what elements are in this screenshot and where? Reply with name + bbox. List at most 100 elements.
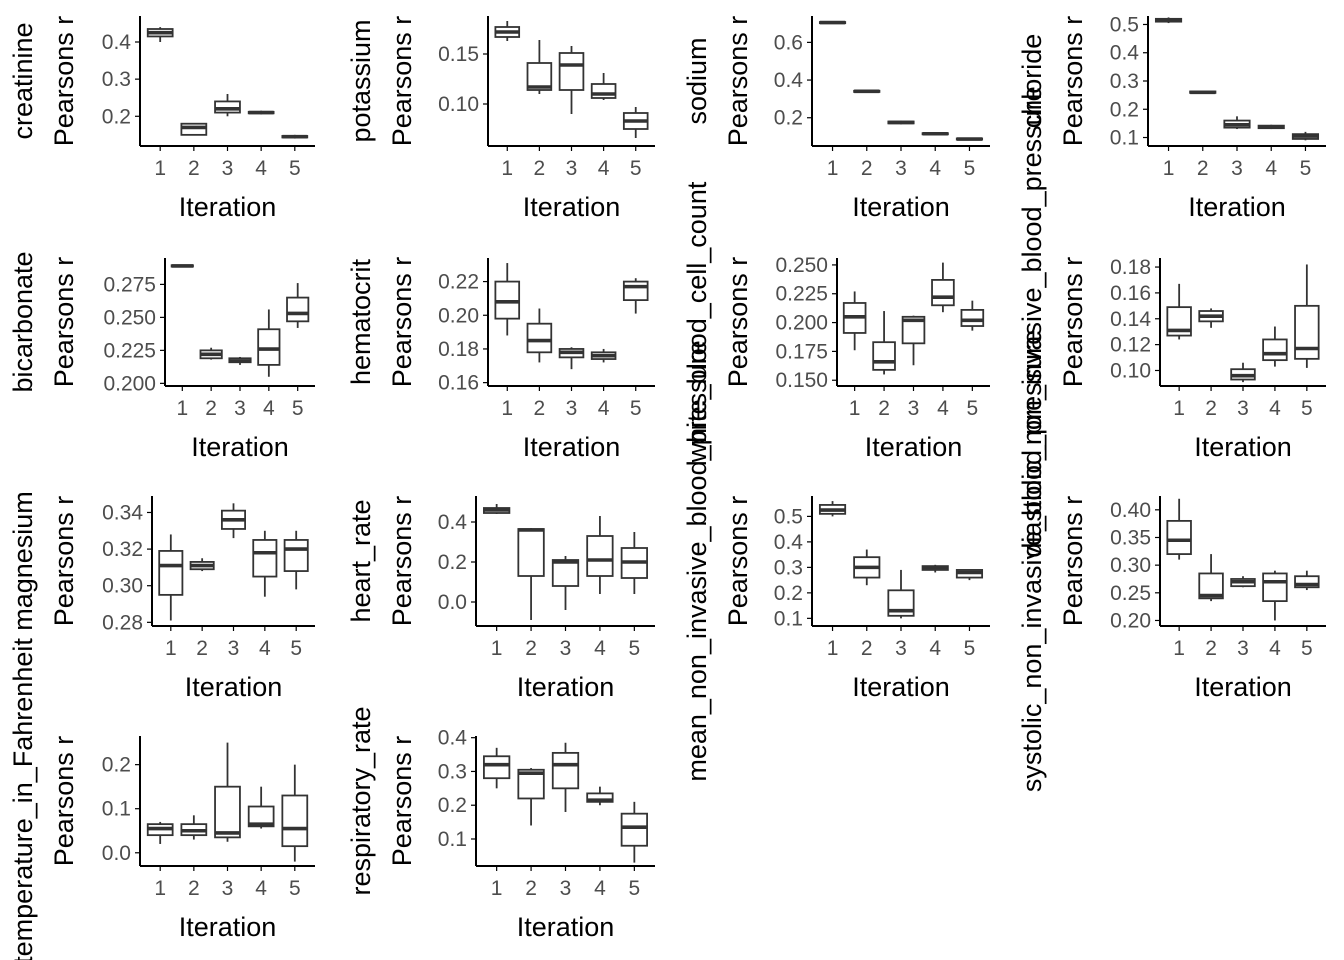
x-tick-label: 4 [1269, 397, 1281, 420]
panel-title: mean_non_invasive_blood_pressure [682, 340, 712, 781]
y-tick-label: 0.150 [775, 369, 828, 392]
x-tick-label: 5 [629, 877, 641, 900]
x-tick-label: 1 [491, 877, 503, 900]
x-axis-title: Iteration [1188, 192, 1286, 222]
box [1166, 306, 1192, 337]
x-tick-label: 3 [566, 397, 578, 420]
y-tick-label: 0.2 [774, 582, 803, 605]
x-tick-label: 2 [525, 637, 537, 660]
x-axis-title: Iteration [191, 432, 289, 462]
y-axis-title: Pearsons r [1058, 16, 1088, 147]
y-tick-label: 0.15 [438, 43, 479, 66]
x-tick-label: 5 [289, 877, 301, 900]
y-tick-label: 0.1 [774, 607, 803, 630]
box [214, 100, 241, 114]
y-tick-label: 0.18 [1110, 256, 1151, 279]
x-tick-label: 3 [566, 157, 578, 180]
x-tick-label: 5 [289, 157, 301, 180]
y-tick-label: 0.4 [438, 511, 468, 534]
y-tick-label: 0.4 [1110, 42, 1140, 65]
y-tick-label: 0.6 [774, 31, 803, 54]
x-tick-label: 2 [1197, 157, 1209, 180]
panel-title: heart_rate [346, 499, 376, 622]
x-tick-label: 4 [1269, 637, 1281, 660]
y-tick-label: 0.275 [103, 273, 156, 296]
x-tick-label: 1 [1173, 637, 1185, 660]
box [180, 122, 208, 136]
panel-title: diastolic_non_invasive_blood_pressure [1017, 86, 1047, 557]
y-tick-label: 0.5 [1110, 13, 1139, 36]
panel-title: sodium [682, 37, 712, 124]
y-tick-label: 0.30 [1110, 554, 1151, 577]
y-tick-label: 0.2 [102, 754, 131, 777]
y-tick-label: 0.250 [775, 254, 828, 277]
x-tick-label: 1 [176, 397, 188, 420]
x-tick-label: 5 [964, 157, 976, 180]
x-tick-label: 4 [263, 397, 275, 420]
x-tick-label: 2 [861, 637, 873, 660]
x-axis-title: Iteration [1194, 432, 1292, 462]
x-axis-title: Iteration [517, 912, 615, 942]
y-tick-label: 0.25 [1110, 582, 1151, 605]
x-axis-title: Iteration [179, 192, 277, 222]
y-tick-label: 0.4 [774, 531, 804, 554]
x-axis-title: Iteration [523, 192, 621, 222]
y-axis-title: Pearsons r [49, 16, 79, 147]
x-tick-label: 5 [1301, 637, 1313, 660]
y-tick-label: 0.1 [438, 828, 467, 851]
y-tick-label: 0.3 [1110, 70, 1139, 93]
y-axis-title: Pearsons r [387, 16, 417, 147]
x-axis-title: Iteration [1194, 672, 1292, 702]
y-axis-title: Pearsons r [723, 496, 753, 627]
y-tick-label: 0.10 [1110, 359, 1151, 382]
x-tick-label: 3 [1231, 157, 1243, 180]
box [1198, 572, 1224, 600]
y-tick-label: 0.22 [438, 271, 479, 294]
x-tick-label: 3 [1237, 397, 1249, 420]
x-axis-title: Iteration [523, 432, 621, 462]
x-axis-title: Iteration [852, 672, 950, 702]
y-axis-title: Pearsons r [49, 736, 79, 867]
y-axis-title: Pearsons r [387, 736, 417, 867]
box [558, 52, 585, 91]
x-tick-label: 2 [534, 157, 546, 180]
y-tick-label: 0.4 [102, 31, 132, 54]
panel-title: magnesium [8, 491, 38, 631]
x-tick-label: 4 [929, 637, 941, 660]
box [901, 315, 926, 345]
box [283, 539, 309, 572]
y-tick-label: 0.2 [438, 551, 467, 574]
panel-title: bicarbonate [8, 251, 38, 392]
y-axis-title: Pearsons r [723, 257, 753, 388]
x-tick-label: 4 [937, 397, 949, 420]
x-tick-label: 3 [560, 637, 572, 660]
box [257, 328, 281, 366]
x-tick-label: 2 [188, 157, 200, 180]
box [622, 280, 649, 302]
x-tick-label: 3 [222, 877, 234, 900]
x-tick-label: 5 [1301, 397, 1313, 420]
box [247, 805, 275, 828]
x-tick-label: 2 [188, 877, 200, 900]
y-axis-title: Pearsons r [723, 16, 753, 147]
box [252, 539, 278, 578]
x-tick-label: 4 [259, 637, 271, 660]
panel-title: respiratory_rate [346, 706, 376, 895]
y-tick-label: 0.2 [438, 794, 467, 817]
y-tick-label: 0.14 [1110, 308, 1151, 331]
panel-title: creatinine [8, 22, 38, 139]
panel-title: systolic_non_invasive_blood_pressure [1017, 330, 1047, 792]
y-tick-label: 0.200 [103, 372, 156, 395]
y-tick-label: 0.1 [102, 798, 131, 821]
y-tick-label: 0.1 [1110, 127, 1139, 150]
y-tick-label: 0.34 [102, 501, 143, 524]
x-axis-title: Iteration [865, 432, 963, 462]
y-tick-label: 0.32 [102, 538, 143, 561]
box [214, 785, 241, 839]
x-tick-label: 3 [222, 157, 234, 180]
y-tick-label: 0.200 [775, 312, 828, 335]
y-tick-label: 0.10 [438, 93, 479, 116]
x-tick-label: 2 [1205, 397, 1217, 420]
box [960, 308, 985, 327]
x-tick-label: 1 [1163, 157, 1175, 180]
